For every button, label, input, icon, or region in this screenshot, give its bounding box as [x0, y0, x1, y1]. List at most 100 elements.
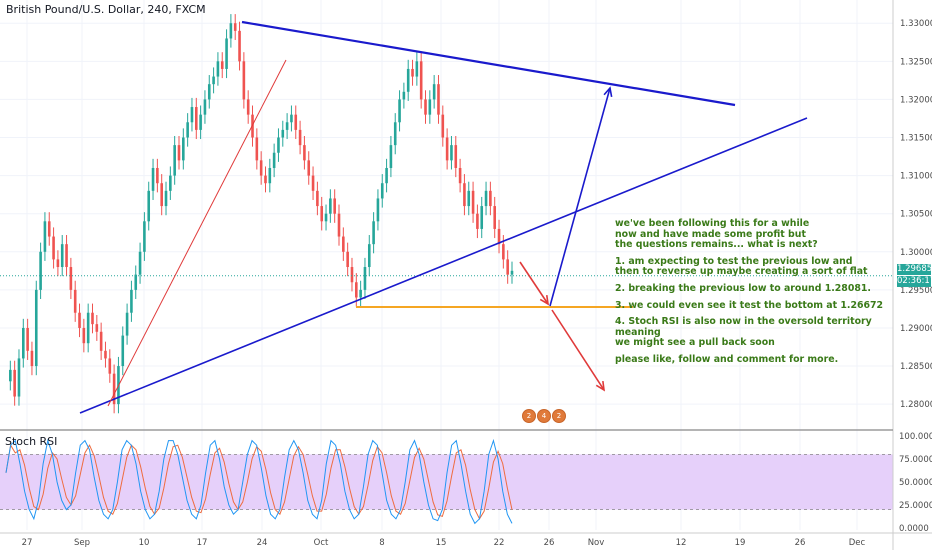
candle — [212, 67, 215, 94]
candle — [359, 280, 362, 307]
annotation-point-2: 2. breaking the previous low to around 1… — [615, 282, 871, 294]
candle-body — [203, 99, 207, 115]
candle — [242, 52, 246, 109]
candle-body — [303, 145, 306, 161]
candle-body — [350, 267, 354, 283]
candle — [156, 158, 159, 193]
candle — [233, 14, 237, 40]
arrow-reversal-up — [549, 86, 613, 307]
stoch-rsi-panel — [0, 438, 893, 525]
candle-body — [342, 236, 345, 252]
candle — [125, 303, 129, 345]
candle-body — [463, 183, 466, 207]
price-tick-label: 1.33000 — [900, 19, 932, 29]
candle — [203, 90, 207, 124]
stoch-rsi-label: Stoch RSI — [5, 435, 58, 448]
candle-body — [130, 289, 133, 313]
candle-body — [143, 221, 146, 252]
candle-body — [255, 137, 259, 161]
candle-body — [493, 206, 497, 229]
candle — [367, 235, 371, 277]
candle-body — [13, 369, 16, 397]
time-tick-label: 22 — [494, 538, 505, 548]
candle-body — [458, 167, 462, 184]
candle — [190, 97, 194, 132]
annotation-intro: we've been following this for a while no… — [615, 218, 818, 251]
price-tick-label: 1.32000 — [900, 95, 932, 105]
arrow-break-down — [551, 309, 606, 392]
arrow-head — [603, 86, 613, 97]
candle — [151, 158, 155, 200]
candle — [220, 52, 224, 79]
candle-body — [78, 312, 81, 328]
event-badge[interactable]: 2 — [552, 409, 566, 423]
candle-body — [432, 84, 436, 100]
event-badge[interactable]: 4 — [537, 409, 551, 423]
candle — [147, 181, 151, 231]
candle — [9, 360, 12, 391]
candle-body — [445, 137, 449, 161]
candle-body — [406, 68, 410, 92]
grid — [0, 0, 893, 530]
candle-body — [307, 160, 311, 176]
candle — [445, 128, 449, 170]
event-badge[interactable]: 2 — [522, 409, 536, 423]
candle — [506, 250, 509, 284]
candle-body — [294, 114, 298, 130]
candle-body — [147, 190, 151, 222]
candle-body — [34, 289, 38, 367]
candle — [393, 113, 397, 155]
candle-body — [30, 350, 34, 367]
candle-body — [91, 312, 94, 325]
candle-body — [199, 114, 202, 130]
candle — [419, 52, 423, 109]
price-tick-label: 1.29000 — [900, 324, 932, 334]
candle — [259, 151, 263, 185]
candle — [268, 158, 272, 193]
candle-body — [125, 312, 129, 336]
candle — [450, 135, 453, 170]
candle — [47, 212, 51, 246]
candle-body — [320, 206, 324, 222]
candle — [78, 303, 81, 338]
candle-body — [389, 145, 393, 168]
candle — [164, 181, 168, 216]
time-tick-label: 19 — [735, 538, 746, 548]
candle-body — [411, 68, 414, 77]
candle-body — [134, 274, 138, 290]
candle-body — [398, 99, 401, 123]
candle — [264, 166, 267, 193]
candle — [411, 59, 414, 86]
candle-body — [415, 61, 419, 77]
candle-body — [290, 114, 293, 123]
candle — [277, 128, 280, 162]
candle — [285, 113, 289, 140]
candle-body — [454, 145, 458, 168]
candle-body — [367, 244, 371, 268]
candle-body — [60, 244, 64, 268]
candle — [484, 181, 488, 216]
candle — [303, 135, 306, 170]
candle-body — [346, 251, 349, 268]
candle — [17, 349, 21, 406]
candle — [130, 280, 133, 322]
candle-body — [86, 312, 90, 344]
candle-body — [246, 99, 250, 115]
candle — [86, 303, 90, 353]
candle — [406, 59, 410, 101]
candle-body — [333, 198, 336, 214]
candle-body — [47, 221, 51, 237]
candle — [73, 280, 77, 322]
candle-body — [151, 167, 155, 191]
candle-body — [264, 175, 267, 184]
price-tick-label: 1.30500 — [900, 210, 932, 220]
candle-body — [277, 137, 280, 153]
candle — [290, 105, 293, 132]
price-tick-label: 1.30000 — [900, 248, 932, 258]
candle — [99, 322, 103, 360]
candle — [298, 120, 302, 155]
candle — [91, 303, 94, 334]
candle-body — [510, 270, 514, 275]
event-badges[interactable]: 2 4 2 — [522, 409, 567, 425]
